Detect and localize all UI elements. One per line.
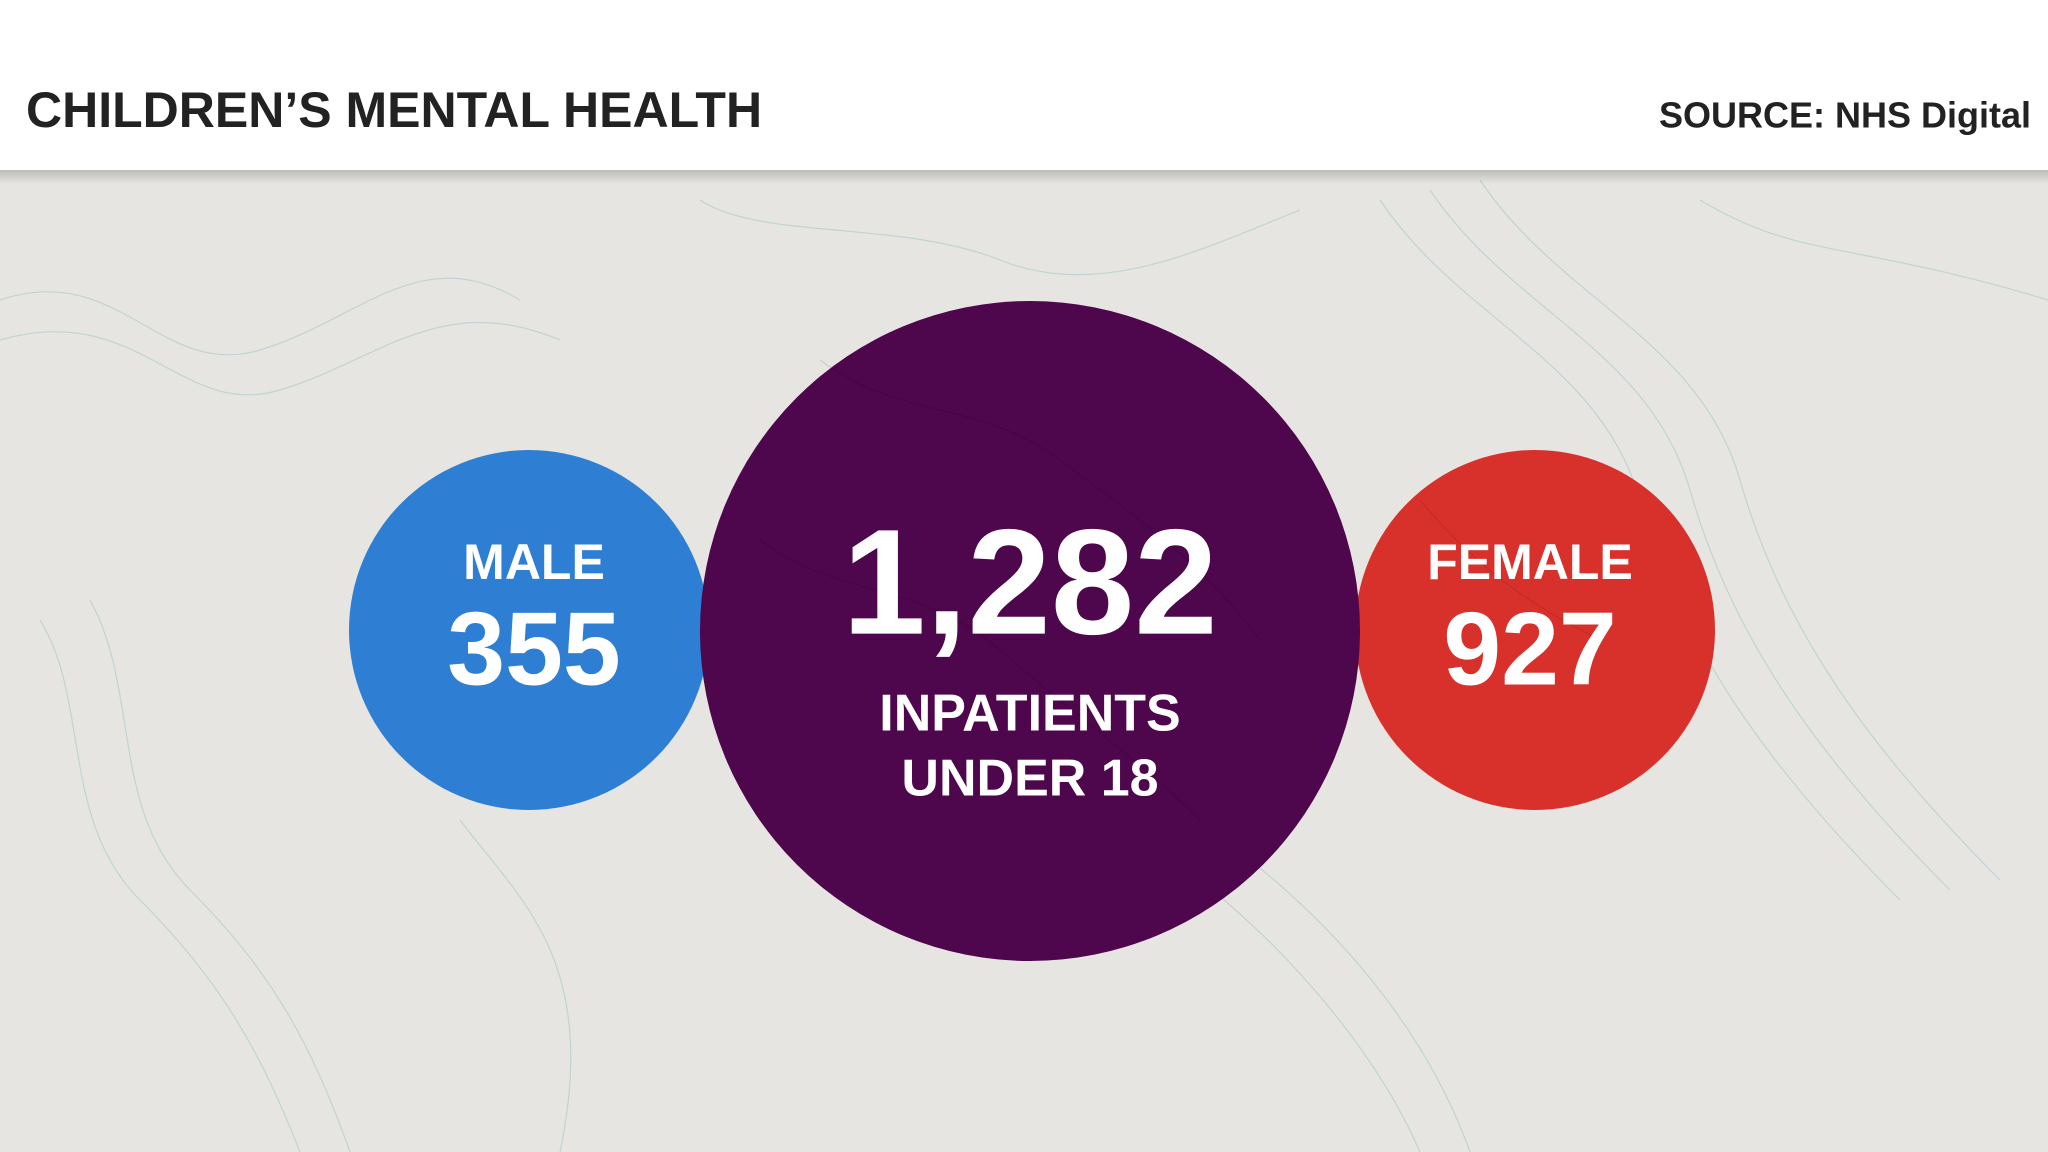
total-caption: INPATIENTS <box>879 685 1180 743</box>
total-caption: UNDER 18 <box>901 750 1158 808</box>
total-value: 1,282 <box>842 498 1217 666</box>
header-bar <box>0 0 2048 170</box>
male-circle <box>349 450 709 810</box>
circle-texture <box>759 359 1601 821</box>
header-shadow <box>0 170 2048 184</box>
total-circle <box>700 301 1360 961</box>
male-value: 355 <box>447 591 621 707</box>
source: SOURCE: NHS Digital <box>1659 95 2031 136</box>
female-label: FEMALE <box>1427 534 1633 590</box>
female-value: 927 <box>1443 591 1617 707</box>
title: CHILDREN’S MENTAL HEALTH <box>26 82 762 138</box>
contour-lines <box>0 179 2048 1152</box>
male-label: MALE <box>463 534 605 590</box>
female-circle <box>1355 450 1715 810</box>
